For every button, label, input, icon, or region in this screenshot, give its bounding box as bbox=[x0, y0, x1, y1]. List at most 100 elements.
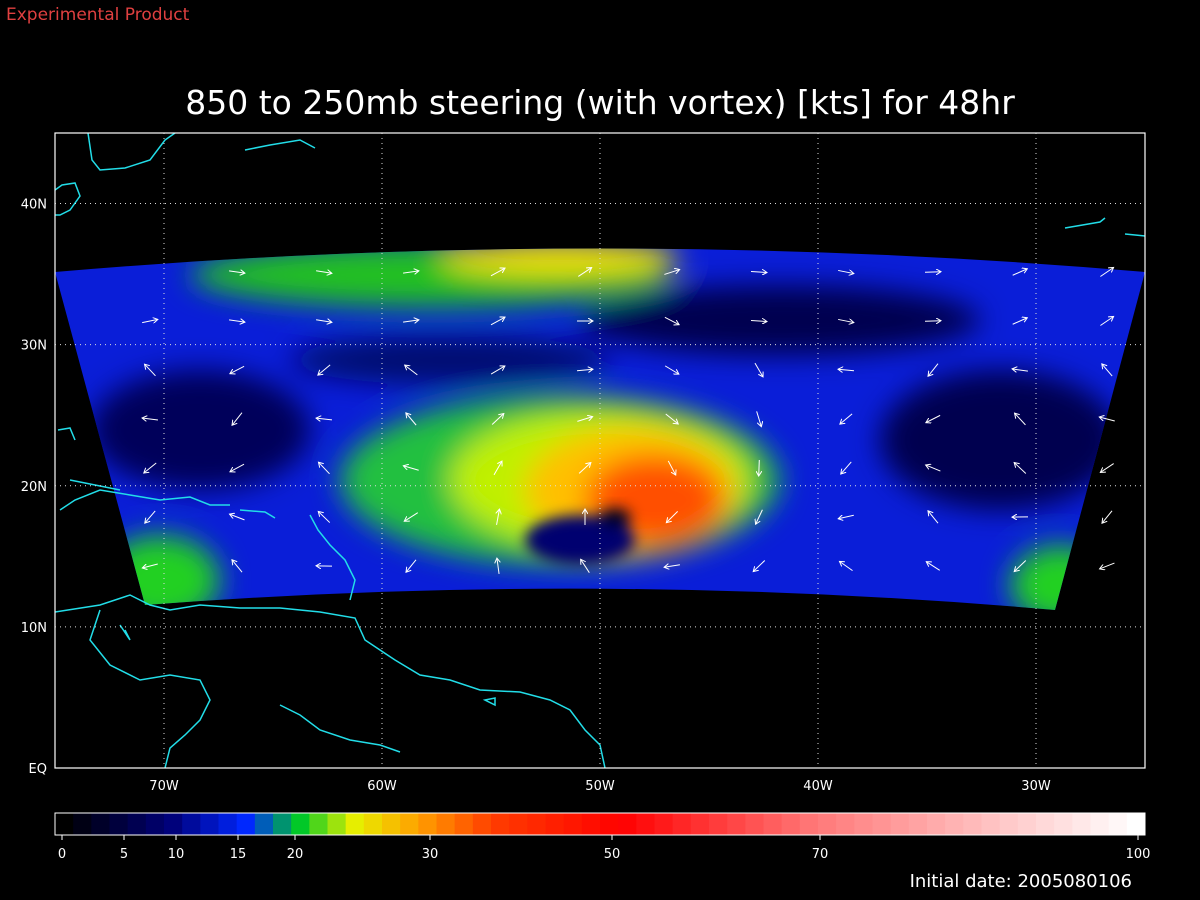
colorbar-cell bbox=[927, 813, 946, 835]
wind-arrow bbox=[318, 364, 331, 375]
wind-arrow bbox=[839, 561, 853, 572]
wind-arrow bbox=[924, 321, 941, 322]
lat-label: 30N bbox=[21, 339, 47, 354]
wind-arrows bbox=[142, 267, 1115, 574]
colorbar-cell bbox=[854, 813, 873, 835]
lat-label: EQ bbox=[29, 762, 47, 777]
wind-arrow bbox=[578, 463, 591, 474]
wind-arrow bbox=[145, 364, 156, 377]
wind-arrow bbox=[318, 511, 331, 523]
colorbar-cell bbox=[1126, 813, 1146, 835]
wind-arrow bbox=[497, 558, 499, 574]
wind-arrow bbox=[232, 412, 243, 426]
colorbar-cell bbox=[164, 813, 183, 835]
wind-arrow bbox=[838, 319, 854, 322]
colorbar-cell bbox=[1036, 813, 1055, 835]
lon-label: 30W bbox=[1021, 779, 1051, 794]
colorbar-label: 50 bbox=[604, 847, 621, 862]
colorbar-cell bbox=[509, 813, 528, 835]
colorbar-cell bbox=[345, 813, 365, 835]
wind-arrow bbox=[664, 316, 679, 324]
wind-arrow bbox=[1102, 364, 1113, 377]
wind-arrow bbox=[759, 459, 760, 476]
wind-arrow bbox=[316, 271, 332, 274]
wind-arrow bbox=[1100, 267, 1113, 277]
colorbar-cell bbox=[363, 813, 383, 835]
wind-arrow bbox=[142, 563, 158, 568]
colorbar-cell bbox=[763, 813, 783, 835]
colorbar-cell bbox=[690, 813, 710, 835]
colorbar-cell bbox=[908, 813, 928, 835]
colorbar-cell bbox=[382, 813, 401, 835]
colorbar-cell bbox=[418, 813, 437, 835]
wind-arrow bbox=[490, 317, 505, 326]
colorbar-cell bbox=[55, 813, 74, 835]
wind-arrow bbox=[1012, 269, 1028, 276]
colorbar-cell bbox=[654, 813, 674, 835]
wind-arrow bbox=[405, 365, 418, 376]
colorbar-cell bbox=[836, 813, 855, 835]
wind-arrow bbox=[491, 414, 504, 425]
colorbar-cell bbox=[200, 813, 219, 835]
wind-arrow bbox=[750, 320, 767, 321]
lon-label: 70W bbox=[149, 779, 179, 794]
colorbar-label: 70 bbox=[812, 847, 829, 862]
lat-label: 10N bbox=[21, 621, 47, 636]
wind-arrow bbox=[928, 511, 939, 524]
colorbar-cell bbox=[109, 813, 129, 835]
wind-arrow bbox=[926, 562, 940, 571]
wind-arrow bbox=[1099, 417, 1115, 422]
wind-arrow bbox=[1015, 413, 1026, 426]
wind-arrow bbox=[924, 272, 941, 273]
wind-arrow bbox=[1012, 318, 1028, 325]
wind-arrow bbox=[667, 460, 675, 475]
wind-arrow bbox=[581, 559, 590, 573]
wind-arrow bbox=[316, 418, 333, 420]
colorbar-cell bbox=[472, 813, 492, 835]
colorbar-cell bbox=[454, 813, 474, 835]
wind-arrow bbox=[1100, 463, 1114, 473]
wind-arrow bbox=[756, 411, 762, 426]
wind-arrow bbox=[928, 363, 939, 377]
wind-arrow bbox=[926, 465, 941, 472]
colorbar-label: 15 bbox=[230, 847, 247, 862]
wind-arrow bbox=[578, 268, 591, 277]
colorbar-cell bbox=[709, 813, 728, 835]
colorbar-cell bbox=[491, 813, 510, 835]
wind-arrow bbox=[926, 414, 941, 422]
wind-arrow bbox=[229, 271, 245, 273]
wind-arrow bbox=[1012, 369, 1028, 371]
wind-arrow bbox=[664, 365, 679, 374]
wind-arrow bbox=[406, 413, 417, 426]
wind-arrow bbox=[1100, 562, 1115, 569]
colorbar-label: 5 bbox=[120, 847, 128, 862]
colorbar-cell bbox=[1072, 813, 1091, 835]
wind-arrow bbox=[1014, 560, 1027, 571]
wind-arrow bbox=[403, 466, 419, 471]
colorbar-cell bbox=[73, 813, 92, 835]
wind-arrow bbox=[666, 511, 679, 522]
lat-label: 20N bbox=[21, 480, 47, 495]
colorbar-label: 0 bbox=[58, 847, 66, 862]
wind-arrow bbox=[838, 270, 854, 273]
colorbar-cell bbox=[400, 813, 419, 835]
wind-arrow bbox=[1014, 463, 1027, 474]
colorbar-cell bbox=[618, 813, 637, 835]
lon-label: 60W bbox=[367, 779, 397, 794]
colorbar-cell bbox=[745, 813, 764, 835]
colorbar-cell bbox=[91, 813, 110, 835]
wind-arrow bbox=[664, 565, 680, 567]
lon-label: 40W bbox=[803, 779, 833, 794]
wind-arrow bbox=[142, 319, 158, 322]
wind-arrow bbox=[754, 362, 763, 377]
wind-arrow bbox=[144, 462, 157, 473]
wind-arrow bbox=[753, 560, 766, 571]
wind-arrow bbox=[403, 271, 419, 273]
wind-arrow bbox=[142, 418, 158, 420]
wind-arrow bbox=[577, 417, 592, 422]
wind-arrow bbox=[229, 320, 245, 322]
wind-arrow bbox=[665, 413, 678, 424]
wind-arrow bbox=[838, 515, 854, 519]
wind-arrow bbox=[490, 366, 505, 375]
wind-arrow bbox=[841, 461, 852, 474]
